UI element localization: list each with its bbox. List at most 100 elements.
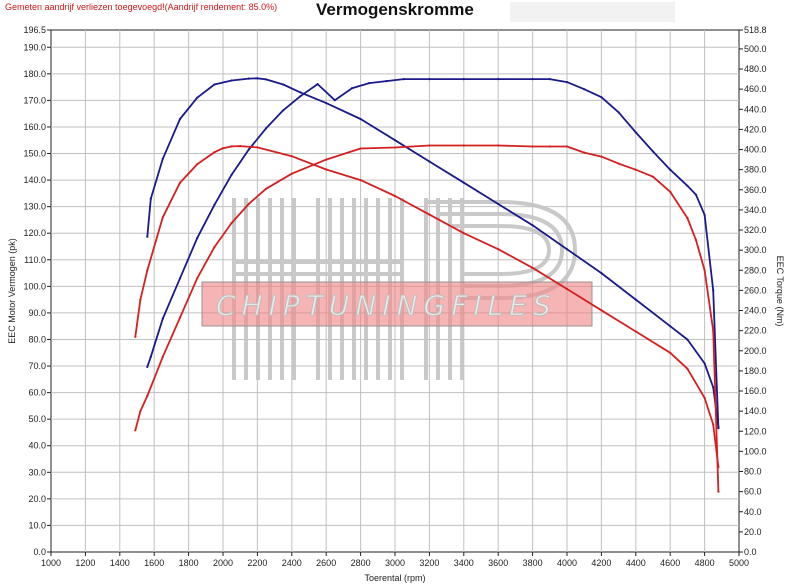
y-left-tick-label: 80.0: [28, 334, 46, 344]
x-tick-label: 2200: [247, 558, 267, 568]
y-left-tick-label: 30.0: [28, 467, 46, 477]
series-4-point: [393, 194, 397, 198]
x-tick-label: 1800: [179, 558, 199, 568]
y-right-tick-label: 180.0: [744, 366, 767, 376]
series-2-point: [325, 102, 328, 105]
series-1-point: [368, 82, 371, 85]
y-right-tick-label: 300.0: [744, 245, 767, 255]
series-1-point: [213, 203, 216, 206]
series-line-1: [146, 78, 720, 429]
series-3-point: [290, 172, 293, 175]
series-2-point: [213, 83, 216, 86]
series-1-point: [694, 193, 698, 196]
series-2-point: [634, 298, 637, 301]
series-2-point: [497, 202, 500, 206]
series-2-point: [196, 96, 199, 99]
series-3-point: [325, 158, 328, 161]
series-3-point: [694, 239, 698, 242]
series-2-point: [703, 362, 706, 365]
y-right-tick-label: 380.0: [744, 165, 767, 175]
y-left-tick-label: 150.0: [23, 149, 46, 159]
x-tick-label: 3000: [385, 558, 405, 568]
x-tick-label: 5000: [729, 558, 749, 568]
y-left-tick-label: 0.0: [33, 547, 46, 557]
series-4-point: [134, 335, 137, 338]
y-right-tick-label: 260.0: [744, 285, 767, 295]
series-1-point: [531, 78, 534, 81]
series-2-point: [717, 426, 720, 429]
series-2-point: [712, 386, 715, 389]
y-right-tick-label: 500.0: [744, 44, 767, 54]
series-4-point: [290, 155, 293, 158]
series-1-point: [333, 99, 336, 102]
y-left-tick-label: 110.0: [24, 255, 46, 265]
series-4-point: [146, 269, 149, 272]
series-4-point: [462, 232, 465, 235]
y-right-tick-label: 420.0: [744, 124, 767, 134]
series-layer: [134, 77, 720, 493]
y-left-tick-label: 180.0: [23, 69, 46, 79]
series-3-point: [230, 221, 233, 225]
series-3-point: [565, 145, 569, 148]
series-3-point: [196, 277, 199, 280]
y-right-tick-label: 100.0: [744, 446, 767, 456]
series-2-point: [247, 77, 250, 80]
axis-ticks: 1000 1200 1400 1600 1800 2000 2200 2400 2600 2800…: [23, 25, 766, 568]
series-4-point: [669, 351, 672, 354]
y-left-tick-label: 196.5: [23, 25, 46, 35]
x-tick-label: 3800: [523, 558, 543, 568]
series-2-point: [299, 91, 302, 94]
series-1-point: [565, 81, 569, 84]
y-right-tick-label: 320.0: [744, 225, 767, 235]
y-left-tick-label: 40.0: [28, 441, 46, 451]
series-2-point: [669, 325, 672, 328]
series-2-point: [531, 224, 534, 227]
series-4-point: [139, 298, 142, 301]
series-1-point: [651, 150, 655, 153]
series-2-point: [359, 117, 362, 121]
y-right-tick-label: 480.0: [744, 64, 767, 74]
series-4-point: [497, 248, 500, 251]
series-4-point: [712, 423, 715, 426]
series-1-point: [178, 277, 182, 280]
y-left-tick-label: 20.0: [28, 494, 46, 504]
y-right-tick-label: 40.0: [744, 507, 762, 517]
series-4-point: [221, 147, 225, 150]
series-3-point: [712, 329, 715, 332]
series-1-point: [146, 365, 149, 368]
x-tick-label: 1000: [41, 558, 61, 568]
y-left-tick-label: 70.0: [28, 361, 46, 371]
x-axis-label: Toerental (rpm): [364, 573, 425, 583]
series-1-point: [196, 237, 199, 240]
series-2-point: [146, 235, 149, 238]
series-1-point: [617, 111, 620, 114]
series-1-point: [686, 184, 689, 187]
series-1-point: [230, 173, 233, 176]
x-tick-label: 2400: [282, 558, 302, 568]
series-2-point: [149, 197, 152, 200]
series-3-point: [497, 144, 500, 147]
series-1-point: [350, 87, 354, 90]
y-left-tick-label: 50.0: [28, 414, 46, 424]
y-left-tick-label: 160.0: [23, 122, 46, 132]
y-right-tick-label: 360.0: [744, 185, 767, 195]
y-right-tick-label: 280.0: [744, 265, 767, 275]
series-4-point: [325, 168, 328, 171]
drive-loss-note: Gemeten aandrijf verliezen toegevoegd!(A…: [5, 2, 278, 12]
series-4-point: [634, 330, 637, 333]
x-tick-label: 3600: [488, 558, 508, 568]
x-tick-label: 4000: [557, 558, 577, 568]
series-1-point: [497, 78, 500, 81]
watermark-text: CHIPTUNINGFILES: [216, 289, 557, 322]
series-4-point: [196, 163, 199, 166]
y-right-tick-label: 240.0: [744, 306, 767, 316]
series-3-point: [531, 145, 534, 148]
series-4-point: [686, 367, 689, 370]
y-axis-left-label: EEC Motor Vermogen (pk): [7, 238, 17, 344]
series-3-point: [686, 216, 689, 220]
x-tick-label: 4200: [591, 558, 611, 568]
series-2-point: [264, 78, 268, 81]
series-3-point: [651, 175, 655, 178]
series-1-point: [548, 78, 551, 81]
